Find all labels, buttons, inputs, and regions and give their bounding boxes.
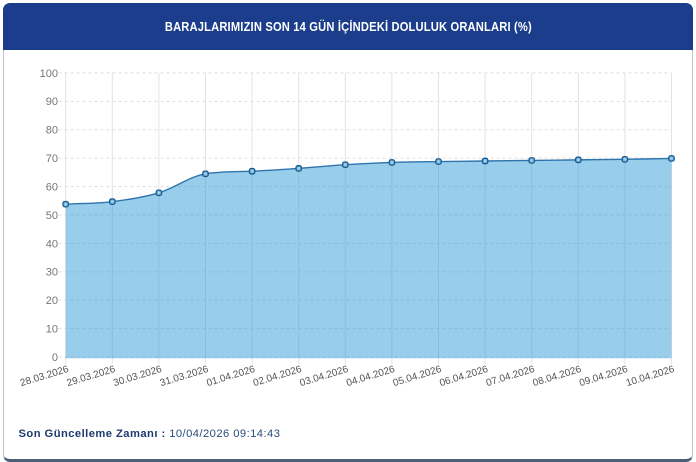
svg-text:20: 20 [46, 295, 58, 307]
svg-text:40: 40 [46, 238, 58, 250]
svg-text:08.04.2026: 08.04.2026 [532, 364, 583, 389]
svg-text:31.03.2026: 31.03.2026 [159, 364, 210, 389]
svg-text:03.04.2026: 03.04.2026 [299, 364, 350, 389]
svg-text:90: 90 [46, 96, 58, 108]
svg-text:0: 0 [52, 352, 58, 364]
svg-text:01.04.2026: 01.04.2026 [205, 364, 256, 389]
svg-text:100: 100 [40, 68, 58, 80]
svg-text:80: 80 [46, 125, 58, 137]
svg-text:09.04.2026: 09.04.2026 [578, 364, 629, 389]
svg-text:50: 50 [46, 210, 58, 222]
svg-text:29.03.2026: 29.03.2026 [66, 364, 117, 389]
svg-text:02.04.2026: 02.04.2026 [252, 364, 303, 389]
svg-text:30.03.2026: 30.03.2026 [112, 364, 163, 389]
svg-text:60: 60 [46, 181, 58, 193]
svg-text:70: 70 [46, 153, 58, 165]
svg-text:10: 10 [46, 324, 58, 336]
svg-text:28.03.2026: 28.03.2026 [19, 364, 70, 389]
svg-text:05.04.2026: 05.04.2026 [392, 364, 443, 389]
svg-text:10.04.2026: 10.04.2026 [625, 364, 676, 389]
svg-text:07.04.2026: 07.04.2026 [485, 364, 536, 389]
svg-text:04.04.2026: 04.04.2026 [345, 364, 396, 389]
svg-text:30: 30 [46, 267, 58, 279]
svg-text:06.04.2026: 06.04.2026 [438, 364, 489, 389]
